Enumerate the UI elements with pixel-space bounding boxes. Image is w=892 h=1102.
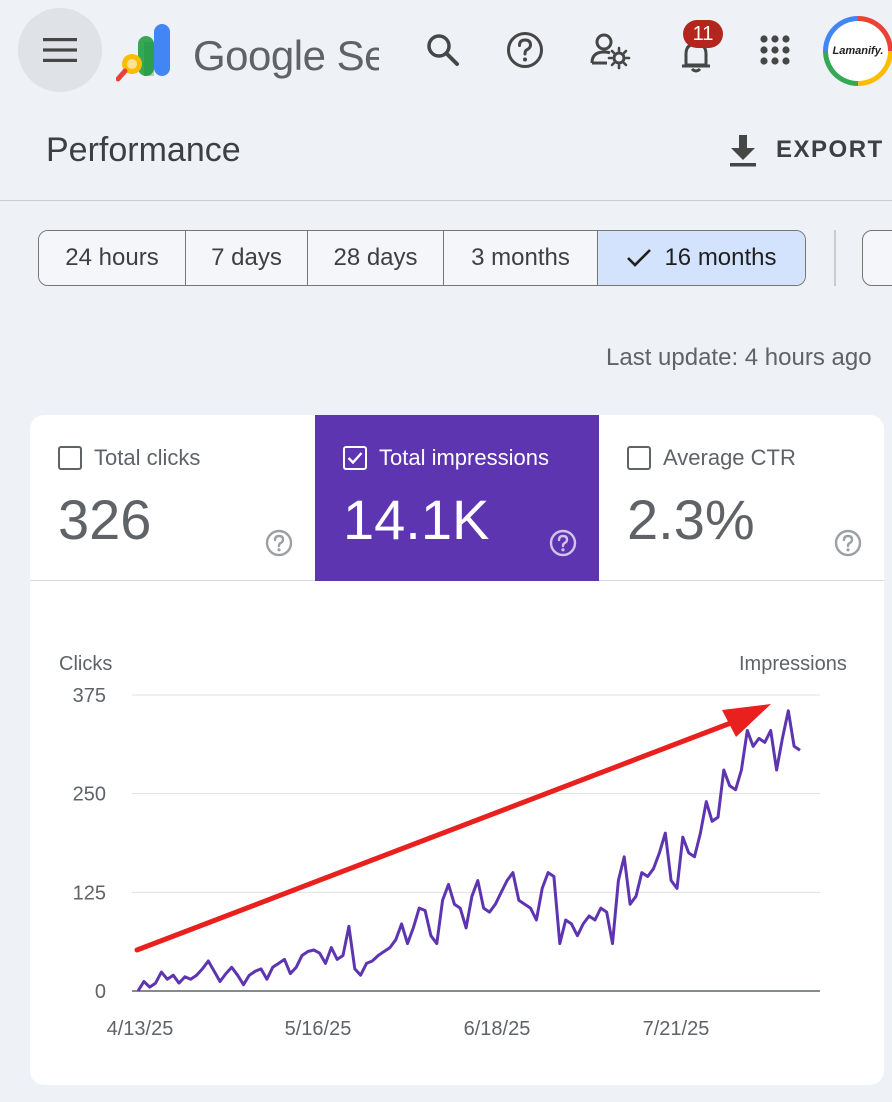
- left-axis-title: Clicks: [59, 653, 113, 675]
- chip-separator: [834, 230, 836, 286]
- metric-total-clicks[interactable]: Total clicks 326: [30, 415, 315, 581]
- date-chip-16-months[interactable]: 16 months: [598, 231, 805, 285]
- right-axis-title: Impressions: [739, 653, 847, 675]
- main-menu-button[interactable]: [18, 8, 102, 92]
- chip-label: 7 days: [211, 244, 282, 271]
- x-tick-label: 6/18/25: [464, 1018, 531, 1040]
- trend-arrow-shaft: [134, 718, 739, 953]
- custom-date-chip[interactable]: [862, 230, 892, 286]
- check-icon: [627, 249, 652, 267]
- notification-count-badge: 11: [683, 20, 723, 48]
- export-label: EXPORT: [776, 136, 884, 163]
- metric-label: Total clicks: [94, 445, 201, 470]
- header-divider: [0, 200, 892, 201]
- help-button[interactable]: [503, 28, 547, 72]
- app-bar: Google Search Console: [0, 0, 892, 112]
- help-circle-icon[interactable]: [549, 529, 577, 557]
- checkbox-unchecked-icon[interactable]: [58, 446, 82, 470]
- metric-label: Total impressions: [379, 445, 549, 470]
- date-chip-28-days[interactable]: 28 days: [308, 231, 444, 285]
- apps-grid-icon: [760, 35, 790, 65]
- help-circle-icon[interactable]: [265, 529, 293, 557]
- apps-button[interactable]: [753, 28, 797, 72]
- chip-label: 16 months: [664, 244, 777, 271]
- search-icon: [427, 34, 459, 66]
- product-name: Google Search Console: [193, 32, 379, 79]
- chip-label: 24 hours: [65, 244, 159, 271]
- x-tick-label: 4/13/25: [107, 1018, 174, 1040]
- help-circle-icon[interactable]: [834, 529, 862, 557]
- metric-total-impressions[interactable]: Total impressions 14.1K: [315, 415, 599, 581]
- x-tick-label: 7/21/25: [643, 1018, 710, 1040]
- download-icon: [730, 135, 756, 167]
- checkmark-icon: [347, 452, 363, 465]
- metric-label: Average CTR: [663, 445, 796, 470]
- metric-value: 326: [58, 488, 152, 551]
- checkbox-checked-icon[interactable]: [343, 446, 367, 470]
- date-chip-24-hours[interactable]: 24 hours: [39, 231, 186, 285]
- help-icon: [507, 32, 543, 68]
- metric-average-ctr[interactable]: Average CTR 2.3%: [599, 415, 884, 581]
- date-chip-3-months[interactable]: 3 months: [444, 231, 598, 285]
- x-tick-label: 5/16/25: [285, 1018, 352, 1040]
- date-chip-7-days[interactable]: 7 days: [186, 231, 308, 285]
- y-tick-label: 0: [95, 981, 106, 1003]
- last-update-text: Last update: 4 hours ago: [606, 344, 872, 371]
- impressions-series-line: [136, 709, 801, 992]
- metric-value: 14.1K: [343, 488, 490, 551]
- y-tick-label: 125: [73, 882, 106, 904]
- account-avatar[interactable]: Lamanify.: [823, 16, 892, 86]
- search-console-logo-icon: [116, 24, 170, 82]
- page-title: Performance: [46, 131, 241, 169]
- date-range-selector: 24 hours 7 days 28 days 3 months 16 mont…: [38, 230, 806, 286]
- performance-chart: 0 125 250 375 4/13/25 5/16/25 6/18/25 7/21/25: [73, 685, 820, 1040]
- chip-label: 28 days: [333, 244, 418, 271]
- metric-value: 2.3%: [627, 488, 755, 551]
- avatar-logo-text: Lamanify.: [828, 21, 888, 81]
- checkbox-unchecked-icon[interactable]: [627, 446, 651, 470]
- search-button[interactable]: [421, 28, 465, 72]
- trend-arrow-head: [722, 704, 771, 737]
- export-button[interactable]: EXPORT: [728, 128, 884, 172]
- y-tick-label: 375: [73, 685, 106, 707]
- performance-card: Total clicks 326 Total impressions 14.1K: [30, 415, 884, 1085]
- y-tick-label: 250: [73, 784, 106, 806]
- chip-label: 3 months: [471, 244, 570, 271]
- hamburger-menu-icon: [43, 38, 77, 62]
- manage-users-button[interactable]: [588, 28, 632, 72]
- user-settings-icon: [590, 33, 631, 70]
